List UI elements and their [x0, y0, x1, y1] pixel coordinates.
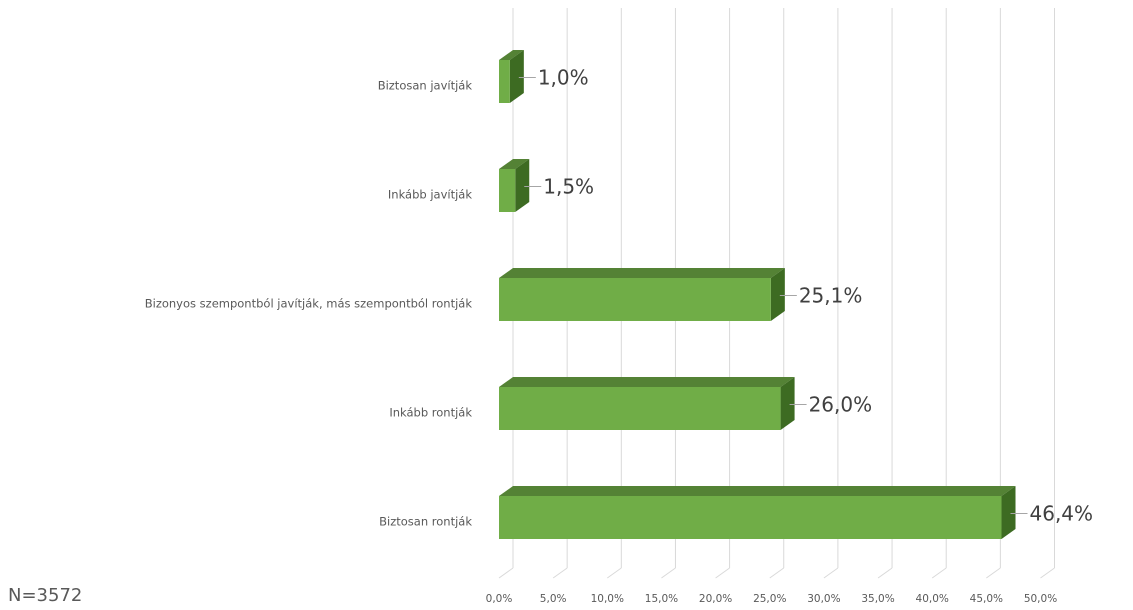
bar-front-face	[499, 278, 771, 321]
gridline-floor	[877, 567, 893, 579]
bar	[499, 50, 524, 103]
bar-side-face	[1001, 486, 1016, 539]
category-label: Bizonyos szempontból javítják, más szemp…	[145, 297, 473, 311]
value-label: 25,1%	[799, 284, 863, 308]
value-label: 1,5%	[543, 175, 594, 199]
category-label: Inkább rontják	[389, 406, 472, 420]
bar-front-face	[499, 496, 1002, 539]
x-tick-label: 15,0%	[645, 593, 678, 605]
x-tick-label: 30,0%	[807, 593, 840, 605]
value-label: 26,0%	[809, 393, 873, 417]
bar-top-face	[499, 486, 1016, 496]
x-tick-label: 35,0%	[861, 593, 894, 605]
bar-side-face	[780, 377, 795, 430]
x-tick-label: 40,0%	[916, 593, 949, 605]
bar-front-face	[499, 60, 510, 103]
bar-front-face	[499, 387, 781, 430]
bar	[499, 486, 1016, 539]
gridline-floor	[661, 567, 676, 579]
bar-top-face	[499, 50, 524, 60]
bar	[499, 377, 795, 430]
x-tick-label: 5,0%	[540, 593, 567, 605]
sample-size-note: N=3572	[8, 585, 83, 606]
gridline-floor	[498, 567, 514, 579]
bar-top-face	[499, 159, 530, 169]
bar	[499, 268, 785, 321]
gridline-floor	[607, 567, 622, 579]
gridline-floor	[986, 567, 1001, 579]
bar-side-face	[509, 50, 524, 103]
bar-side-face	[770, 268, 785, 321]
category-label: Inkább javítják	[388, 188, 472, 202]
bars: 1,0% 1,5% 25,1% 26,0% 46,4%	[499, 50, 1093, 539]
x-tick-label: 45,0%	[970, 593, 1003, 605]
gridline-floor	[715, 567, 730, 579]
gridline-floor	[769, 567, 785, 579]
x-tick-label: 50,0%	[1024, 593, 1057, 605]
category-label: Biztosan javítják	[378, 79, 473, 93]
bar-top-face	[499, 268, 785, 278]
bar	[499, 159, 530, 212]
bar-top-face	[499, 377, 795, 387]
bar-front-face	[499, 169, 516, 212]
bar-side-face	[515, 159, 530, 212]
x-axis-ticks: 0,0% 5,0% 10,0% 15,0% 20,0% 25,0% 30,0% 35,0% 40…	[486, 593, 1058, 605]
value-label: 46,4%	[1030, 502, 1094, 526]
x-tick-label: 0,0%	[486, 593, 513, 605]
category-labels: Biztosan javítják Inkább javítják Bizonyos…	[145, 79, 473, 529]
gridline-floor	[1040, 567, 1055, 579]
x-tick-label: 25,0%	[753, 593, 786, 605]
gridline-floor	[823, 567, 839, 579]
x-tick-label: 10,0%	[591, 593, 624, 605]
x-tick-label: 20,0%	[699, 593, 732, 605]
category-label: Biztosan rontják	[379, 515, 472, 529]
gridline-floor	[931, 567, 947, 579]
value-label: 1,0%	[538, 66, 589, 90]
gridline-floor	[552, 567, 568, 579]
